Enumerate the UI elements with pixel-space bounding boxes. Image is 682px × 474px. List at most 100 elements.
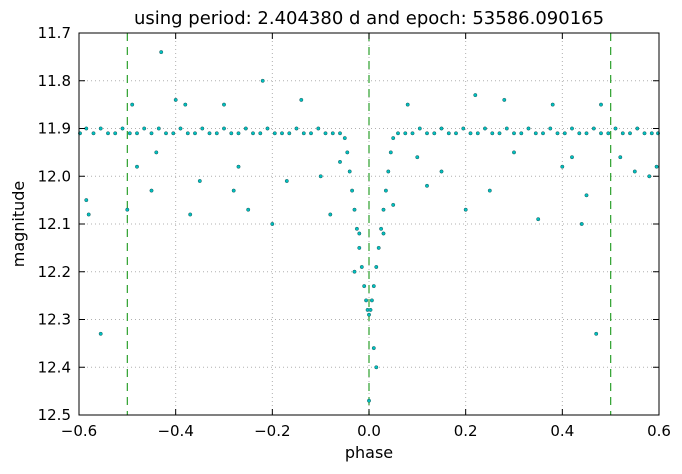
data-point — [214, 131, 219, 136]
data-point — [541, 131, 545, 136]
data-point — [599, 102, 603, 107]
data-point — [229, 131, 234, 136]
data-point — [628, 131, 632, 136]
y-tick-label: 12.0 — [38, 167, 71, 185]
data-point — [164, 131, 168, 136]
data-point — [432, 131, 437, 136]
data-point — [86, 212, 91, 217]
y-tick-label: 11.9 — [38, 120, 71, 138]
data-point — [425, 131, 429, 136]
data-point — [570, 126, 574, 131]
data-point — [579, 222, 584, 226]
data-point — [497, 131, 502, 136]
data-point — [594, 331, 599, 336]
data-point — [654, 164, 659, 169]
data-point — [570, 155, 574, 160]
data-point — [318, 174, 323, 179]
data-point — [309, 131, 313, 136]
data-point — [193, 131, 197, 136]
x-tick-label: −0.2 — [254, 422, 290, 440]
data-point — [649, 131, 654, 136]
data-point — [635, 126, 640, 131]
data-point — [439, 126, 444, 131]
y-tick-label: 11.7 — [38, 24, 71, 42]
data-point — [391, 136, 396, 141]
chart-title: using period: 2.404380 d and epoch: 5358… — [134, 8, 604, 29]
data-point — [487, 188, 492, 193]
data-point — [299, 97, 304, 102]
data-point — [149, 188, 154, 193]
data-point — [357, 231, 362, 236]
data-point — [113, 131, 118, 136]
data-point — [376, 245, 381, 250]
data-point — [371, 346, 376, 351]
data-point — [156, 126, 161, 131]
data-point — [222, 126, 226, 131]
data-point — [243, 126, 248, 131]
data-point — [383, 188, 388, 193]
data-point — [526, 126, 531, 131]
data-point — [562, 131, 567, 136]
data-point — [354, 226, 359, 231]
data-point — [127, 131, 132, 136]
data-point — [371, 284, 376, 289]
y-tick-label: 12.5 — [38, 406, 71, 424]
data-point — [265, 126, 270, 131]
data-point — [502, 97, 507, 102]
data-point — [130, 102, 135, 107]
data-point — [490, 131, 495, 136]
data-point — [410, 131, 415, 136]
data-point — [352, 269, 357, 274]
y-axis-label: magnitude — [9, 181, 28, 268]
x-tick-label: −0.6 — [61, 422, 97, 440]
data-point — [185, 131, 190, 136]
data-point — [301, 131, 306, 136]
data-point — [550, 102, 555, 107]
data-point — [439, 169, 444, 174]
x-tick-label: 0.2 — [454, 422, 478, 440]
data-point — [391, 202, 396, 207]
data-point — [135, 164, 139, 169]
data-point — [454, 131, 458, 136]
data-point — [236, 131, 241, 136]
data-point — [342, 136, 347, 141]
data-point — [338, 131, 342, 136]
data-point — [231, 188, 236, 193]
data-point — [473, 93, 478, 98]
reference-lines — [126, 33, 612, 415]
data-point — [251, 131, 255, 136]
data-point — [519, 131, 524, 136]
data-point — [84, 198, 89, 203]
x-axis-label: phase — [345, 443, 393, 462]
data-point — [84, 126, 89, 131]
data-point — [468, 131, 473, 136]
data-point — [403, 131, 408, 136]
data-point — [171, 131, 176, 136]
data-point — [284, 179, 289, 183]
data-point — [591, 126, 596, 131]
data-point — [287, 131, 292, 136]
data-point — [606, 131, 611, 136]
data-point — [316, 126, 321, 131]
data-point — [258, 131, 263, 136]
data-point — [142, 126, 147, 131]
data-point — [280, 131, 284, 136]
data-point — [374, 365, 379, 370]
data-point — [415, 155, 420, 160]
data-point — [149, 131, 154, 136]
data-point — [368, 307, 373, 312]
y-tick-label: 12.2 — [38, 263, 71, 281]
data-point — [294, 126, 299, 131]
data-point — [98, 331, 103, 336]
x-tick-label: −0.4 — [157, 422, 193, 440]
data-point — [91, 131, 96, 136]
data-point — [642, 131, 647, 136]
data-point — [405, 102, 410, 107]
data-point — [584, 131, 589, 136]
data-point — [323, 131, 328, 136]
data-point — [425, 183, 429, 188]
data-point — [200, 126, 205, 131]
data-point — [577, 131, 582, 136]
